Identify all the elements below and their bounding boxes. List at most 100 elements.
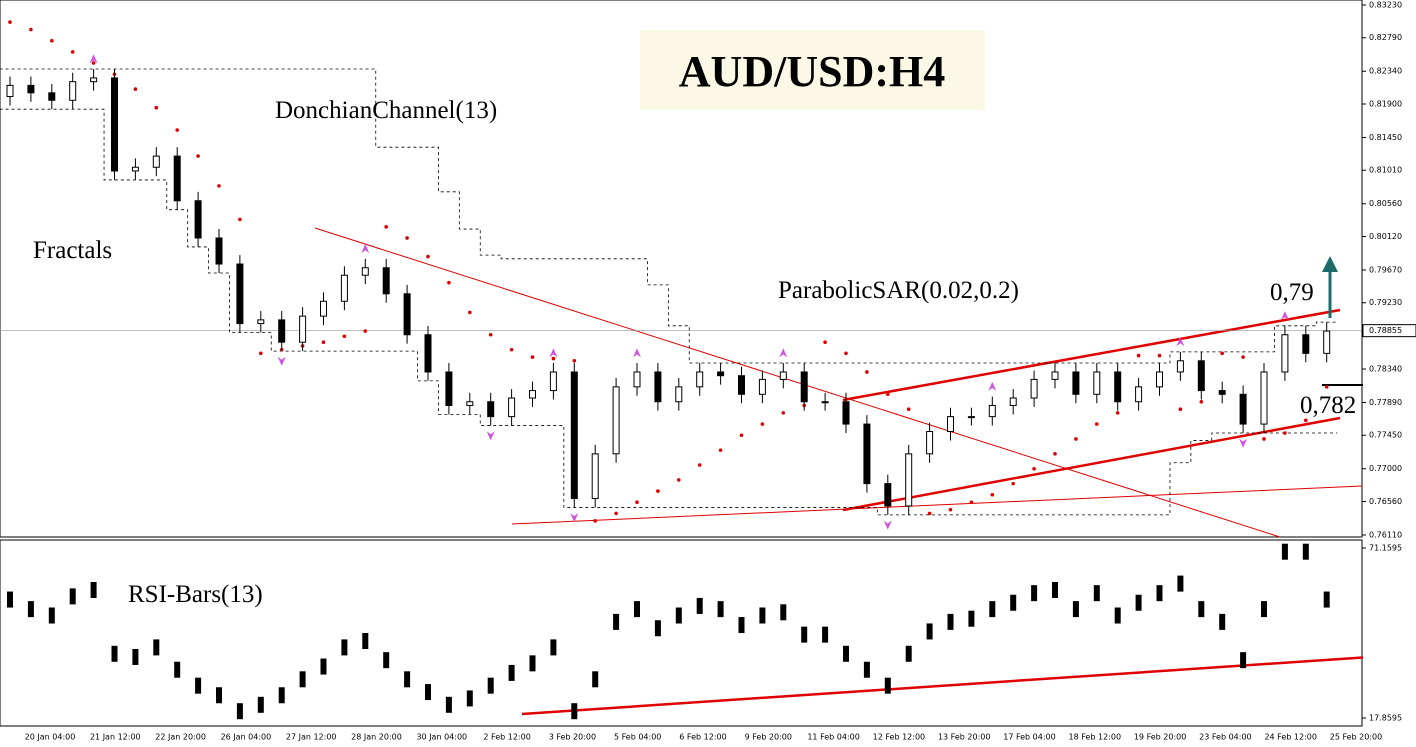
rsi-bar [759,607,766,624]
sar-dot [8,20,12,24]
rsi-bar [905,645,912,662]
sar-dot [656,489,660,493]
sar-dot [677,478,681,482]
rsi-bar [1302,543,1309,560]
candle-body [1260,371,1268,425]
candle-body [633,371,641,388]
sar-dot [1157,353,1162,358]
rsi-bar [1072,601,1079,618]
y-tick-label: 0.82340 [1369,67,1402,76]
rsi-bar [571,703,578,720]
x-tick-label: 24 Feb 12:00 [1264,733,1316,742]
sar-dot [384,225,389,229]
x-tick-label: 9 Feb 20:00 [745,733,792,742]
candle-body [675,386,683,403]
rsi-bar [153,639,160,656]
rsi-bar [1114,607,1121,624]
rsi-bar [111,645,118,662]
rsi-bar [863,661,870,678]
candle-body [905,453,913,507]
sar-dot [175,128,179,132]
candle-body [508,397,516,418]
sar-dot [1199,399,1204,404]
annotation: 0,79 [1270,279,1314,306]
rsi-bar [278,687,285,704]
y-tick-label: 0.83230 [1369,0,1402,9]
candle-body [466,401,474,406]
rsi-bar [613,613,620,630]
y-tick-label: 0.80120 [1369,232,1402,241]
candle-body [1218,390,1226,395]
candle-body [1135,386,1143,403]
x-tick-label: 12 Feb 12:00 [873,733,925,742]
rsi-bar [383,652,390,669]
sar-dot [906,407,911,411]
sar-dot [760,422,765,426]
sar-dot [217,184,221,188]
sar-dot [886,392,890,397]
y-tick-label: 0.79230 [1369,298,1402,307]
candle-body [131,166,139,172]
rsi-bar [592,671,599,688]
sar-dot [593,519,597,523]
y-tick-label: 0.81900 [1369,99,1402,108]
rsi-bar [1052,581,1058,598]
candle-body [27,84,35,94]
candle-body [570,371,578,500]
rsi-bar [1093,585,1100,602]
sar-dot [133,87,138,91]
rsi-bar [1281,543,1288,560]
fractal [633,348,641,358]
fractal [361,244,370,254]
sar-dot [488,332,493,337]
rsi-bar [884,677,891,694]
y-tick-label: 0.76110 [1369,530,1402,539]
fractal [1176,337,1185,347]
rsi-bar [1198,601,1205,618]
title-box [640,30,985,110]
sar-dot [1262,437,1266,441]
rsi-bar [341,639,348,656]
y-tick-label: 17.8595 [1369,714,1402,723]
rsi-bar [926,623,933,640]
fractal [1239,438,1248,448]
annotation: ParabolicSAR(0.02,0.2) [778,277,1019,304]
sar-dot [718,448,723,452]
sar-dot [1304,418,1308,423]
sar-dot [29,27,33,32]
x-tick-label: 26 Jan 04:00 [221,733,272,742]
y-tick-label: 0.78340 [1369,364,1402,373]
candle-body [1072,371,1080,395]
sar-dot [1178,407,1183,411]
rsi-bar [780,604,787,621]
candle-body [926,431,934,455]
rsi-bar [27,601,34,618]
rsi-bar [487,677,494,694]
candle-body [299,315,307,343]
x-tick-label: 25 Feb 20:00 [1330,733,1382,742]
candle-body [215,237,223,265]
x-tick-label: 23 Feb 04:00 [1199,733,1251,742]
rsi-bar [508,664,515,681]
rsi-bar [362,633,369,650]
candle-body [947,416,954,433]
y-tick-label: 0.81450 [1369,133,1402,142]
candle-body [487,401,495,418]
fractal [779,348,788,358]
sar-dot [447,280,451,285]
sar-dot [530,355,535,359]
candle-body [800,371,808,403]
candle-body [758,378,766,395]
candle-body [1051,371,1059,380]
candle-body [1114,371,1122,403]
sar-dot [1241,355,1245,359]
candle-body [967,416,975,419]
x-tick-label: 28 Jan 20:00 [351,733,402,742]
rsi-bar [550,639,557,656]
sar-dot [154,105,159,110]
chart-title: AUD/USD:H4 [679,47,945,96]
candle-body [1281,334,1289,373]
y-tick-label: 0.77450 [1369,431,1402,440]
sar-dot [91,61,96,65]
annotation: 0,782 [1300,392,1356,419]
